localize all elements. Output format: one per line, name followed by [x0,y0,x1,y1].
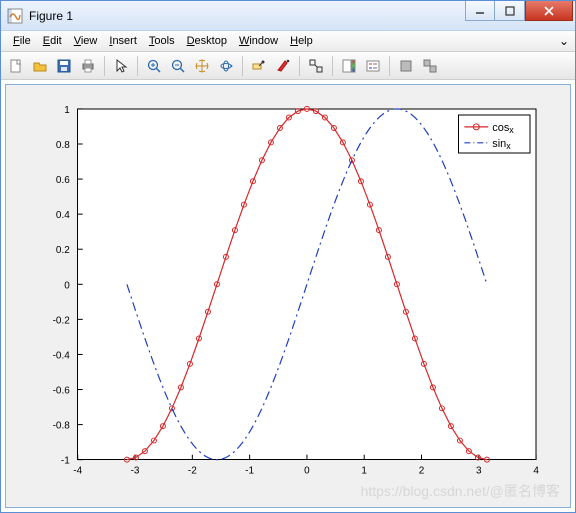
svg-text:0.8: 0.8 [56,140,70,151]
data-cursor-icon[interactable] [248,55,270,77]
svg-text:-0.4: -0.4 [53,350,71,361]
zoom-in-icon[interactable] [143,55,165,77]
pan-icon[interactable] [191,55,213,77]
svg-text:3: 3 [476,466,482,477]
svg-text:0: 0 [304,466,310,477]
menu-item-insert[interactable]: Insert [103,33,143,49]
svg-text:0.2: 0.2 [56,245,70,256]
show-tools-icon[interactable] [419,55,441,77]
svg-text:-0.2: -0.2 [53,315,71,326]
insert-legend-icon[interactable] [362,55,384,77]
save-icon[interactable] [53,55,75,77]
maximize-button[interactable] [495,1,525,21]
menu-item-tools[interactable]: Tools [143,33,181,49]
menu-item-help[interactable]: Help [284,33,319,49]
svg-text:-0.8: -0.8 [53,421,71,432]
svg-text:0.4: 0.4 [56,210,70,221]
titlebar[interactable]: Figure 1 [1,1,575,31]
window-buttons [465,1,573,21]
toolbar-separator [104,56,105,76]
svg-text:-1: -1 [61,456,70,467]
svg-text:0.6: 0.6 [56,175,70,186]
hide-tools-icon[interactable] [395,55,417,77]
window-title: Figure 1 [29,9,73,23]
svg-text:-1: -1 [245,466,254,477]
svg-text:0: 0 [64,280,70,291]
menu-item-window[interactable]: Window [233,33,284,49]
toolbar-separator [389,56,390,76]
minimize-button[interactable] [465,1,495,21]
open-file-icon[interactable] [29,55,51,77]
svg-text:-0.6: -0.6 [53,386,71,397]
svg-text:-2: -2 [188,466,197,477]
svg-text:-3: -3 [131,466,140,477]
link-plot-icon[interactable] [305,55,327,77]
toolbar-separator [332,56,333,76]
legend[interactable]: cosxsinx [458,115,530,153]
svg-text:4: 4 [533,466,539,477]
zoom-out-icon[interactable] [167,55,189,77]
print-icon[interactable] [77,55,99,77]
close-button[interactable] [525,1,573,21]
brush-icon[interactable] [272,55,294,77]
axes: -4 -3 -2 -1 0 1 2 3 4 -1 -0.8 -0.6 -0.4 -0.2 0 0.2 0.4 0.… [6,85,570,508]
menu-item-view[interactable]: View [68,33,104,49]
toolbar-separator [137,56,138,76]
rotate-3d-icon[interactable] [215,55,237,77]
toolbar [1,52,575,80]
svg-text:1: 1 [64,105,70,116]
menu-item-desktop[interactable]: Desktop [181,33,233,49]
menubar: FileEditViewInsertToolsDesktopWindowHelp… [1,31,575,52]
svg-text:-4: -4 [73,466,82,477]
window-frame: Figure 1 FileEditViewInsertToolsDesktopW… [0,0,576,513]
menu-item-edit[interactable]: Edit [37,33,68,49]
figure-canvas[interactable]: -4 -3 -2 -1 0 1 2 3 4 -1 -0.8 -0.6 -0.4 -0.2 0 0.2 0.4 0.… [5,84,571,508]
new-file-icon[interactable] [5,55,27,77]
svg-text:2: 2 [419,466,425,477]
menu-item-file[interactable]: File [7,33,37,49]
insert-colorbar-icon[interactable] [338,55,360,77]
pointer-icon[interactable] [110,55,132,77]
app-icon [7,8,23,24]
svg-text:1: 1 [361,466,367,477]
collapse-toolbar-icon[interactable]: ⌄ [559,34,569,48]
toolbar-separator [242,56,243,76]
toolbar-separator [299,56,300,76]
